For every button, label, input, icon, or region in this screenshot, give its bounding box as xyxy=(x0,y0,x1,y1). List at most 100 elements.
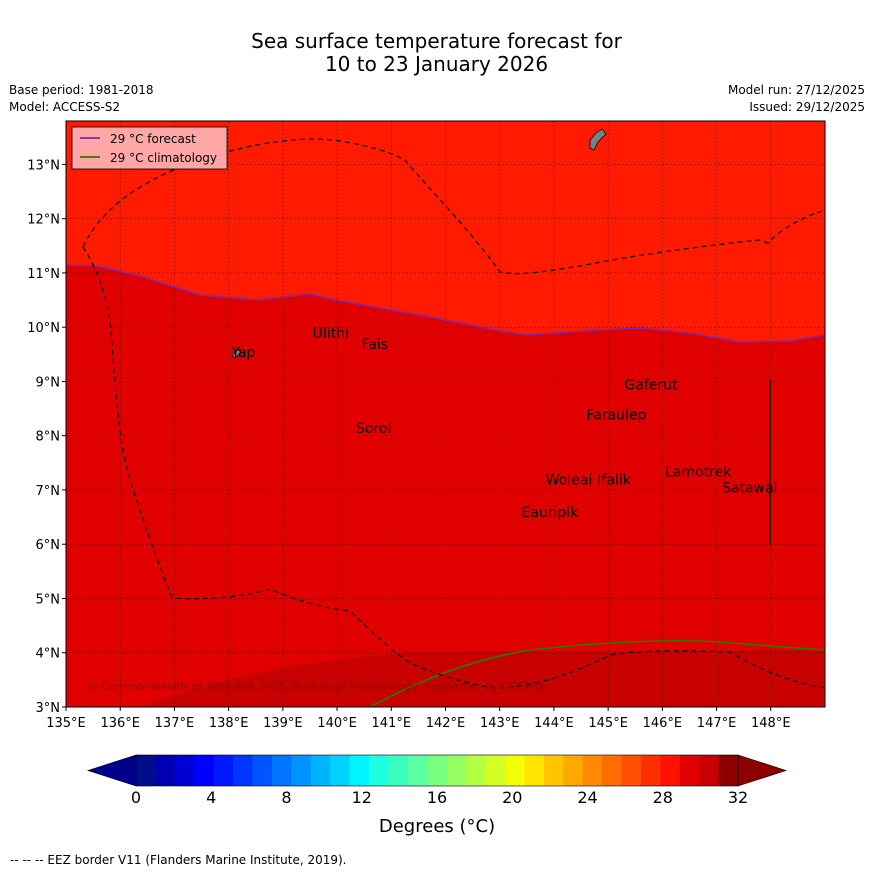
colorbar-swatch xyxy=(427,755,448,786)
lon-tick-label: 141°E xyxy=(372,716,412,731)
lon-tick-label: 143°E xyxy=(480,716,520,731)
issued-text: Issued: 29/12/2025 xyxy=(749,100,865,114)
map-title-line2: 10 to 23 January 2026 xyxy=(324,52,549,76)
colorbar-swatch xyxy=(582,755,603,786)
colorbar-swatch xyxy=(310,755,331,786)
lat-tick-label: 7°N xyxy=(36,484,61,499)
lon-tick-label: 139°E xyxy=(263,716,303,731)
place-label: Satawal xyxy=(722,481,777,497)
colorbar-swatch xyxy=(271,755,292,786)
colorbar-swatch xyxy=(543,755,564,786)
colorbar-swatch xyxy=(291,755,312,786)
place-label: Ifalik xyxy=(597,473,631,489)
place-label: Lamotrek xyxy=(665,464,732,480)
place-labels: Yap Ulithi Fais Gaferut Faraulep Sorol Lamotre… xyxy=(230,326,777,521)
colorbar-swatch xyxy=(660,755,681,786)
map-area: © Commonwealth of Australia 2025, Bureau… xyxy=(66,121,825,707)
copyright-text: © Commonwealth of Australia 2025, Bureau… xyxy=(87,680,550,693)
lat-tick-label: 4°N xyxy=(36,647,61,662)
colorbar-tick-label: 4 xyxy=(206,788,216,807)
colorbar-tick-label: 12 xyxy=(352,788,372,807)
lat-tick-label: 6°N xyxy=(36,538,61,553)
lat-tick-label: 12°N xyxy=(27,213,60,228)
colorbar-frame xyxy=(135,754,739,787)
lon-tick-label: 136°E xyxy=(100,716,140,731)
place-label: Ulithi xyxy=(313,326,349,342)
lat-tick-label: 10°N xyxy=(27,321,60,336)
place-label: Sorol xyxy=(356,421,391,437)
guam-land xyxy=(589,128,607,151)
colorbar-swatch xyxy=(136,755,156,786)
climatology-29c-contour xyxy=(369,639,825,707)
colorbar-swatch xyxy=(252,755,273,786)
lon-tick-label: 144°E xyxy=(534,716,574,731)
sst-band-30-31 xyxy=(140,650,825,707)
colorbar-label: Degrees (°C) xyxy=(379,816,495,837)
forecast-29c-contour xyxy=(66,264,825,343)
place-label: Fais xyxy=(361,337,388,353)
place-label: Woleai xyxy=(546,473,593,489)
lon-tick-label: 148°E xyxy=(751,716,791,731)
colorbar-swatch xyxy=(407,755,428,786)
colorbar-swatch xyxy=(388,755,409,786)
lon-tick-label: 137°E xyxy=(155,716,195,731)
place-label: Eauripik xyxy=(521,505,579,521)
colorbar-swatch xyxy=(640,755,661,786)
colorbar-tick-label: 20 xyxy=(502,788,522,807)
colorbar-tick-label: 0 xyxy=(131,788,141,807)
colorbar-over-arrow xyxy=(737,754,787,787)
colorbar-swatch xyxy=(602,755,622,786)
lat-tick-label: 8°N xyxy=(36,430,61,445)
colorbar-swatch xyxy=(504,755,525,786)
colorbar-swatch xyxy=(485,755,506,786)
colorbar-tick-label: 24 xyxy=(577,788,597,807)
lat-tick-label: 9°N xyxy=(36,375,61,390)
lat-tick-label: 13°N xyxy=(27,158,60,173)
colorbar-swatch xyxy=(194,755,215,786)
colorbar-swatch xyxy=(349,755,370,786)
colorbar: 0 4 8 12 16 20 24 28 32 xyxy=(87,754,787,807)
model-text: Model: ACCESS-S2 xyxy=(9,100,121,114)
map-legend: 29 °C forecast 29 °C climatology xyxy=(71,126,228,170)
colorbar-under-arrow xyxy=(87,754,137,787)
place-label: Gaferut xyxy=(624,378,678,394)
colorbar-tick-label: 28 xyxy=(653,788,673,807)
latitude-ticks: 3°N 4°N 5°N 6°N 7°N 8°N 9°N 10°N 11°N 12°N 13°N xyxy=(27,158,66,716)
lon-tick-label: 146°E xyxy=(643,716,683,731)
colorbar-swatch xyxy=(621,755,642,786)
place-label: Faraulep xyxy=(586,407,646,423)
yap-land xyxy=(231,348,242,359)
place-label: Yap xyxy=(230,345,255,361)
legend-climatology-label: 29 °C climatology xyxy=(110,151,217,165)
lat-tick-label: 11°N xyxy=(27,267,60,282)
colorbar-tick-label: 16 xyxy=(427,788,447,807)
colorbar-swatch xyxy=(679,755,700,786)
base-period-text: Base period: 1981-2018 xyxy=(9,83,154,97)
eez-border-lines xyxy=(82,138,825,689)
lon-tick-label: 145°E xyxy=(588,716,628,731)
lon-tick-label: 140°E xyxy=(317,716,357,731)
colorbar-swatch xyxy=(174,755,195,786)
colorbar-swatch xyxy=(524,755,545,786)
colorbar-swatch xyxy=(233,755,254,786)
lon-tick-label: 147°E xyxy=(697,716,737,731)
colorbar-swatch xyxy=(369,755,389,786)
eez-border-north xyxy=(82,138,825,275)
lon-tick-label: 142°E xyxy=(426,716,466,731)
colorbar-swatch xyxy=(699,755,720,786)
legend-forecast-label: 29 °C forecast xyxy=(110,132,196,146)
lon-tick-label: 135°E xyxy=(46,716,86,731)
colorbar-swatch xyxy=(155,755,176,786)
colorbar-tick-label: 8 xyxy=(281,788,291,807)
colorbar-swatch xyxy=(446,755,467,786)
grid-lines xyxy=(66,121,825,707)
colorbar-swatch xyxy=(330,755,351,786)
colorbar-swatch xyxy=(563,755,584,786)
colorbar-tick-label: 32 xyxy=(728,788,748,807)
lon-tick-label: 138°E xyxy=(209,716,249,731)
longitude-ticks: 135°E 136°E 137°E 138°E 139°E 140°E 141°E 142°E… xyxy=(46,707,791,731)
lat-tick-label: 5°N xyxy=(36,592,61,607)
colorbar-swatch xyxy=(466,755,487,786)
colorbar-swatch xyxy=(213,755,234,786)
